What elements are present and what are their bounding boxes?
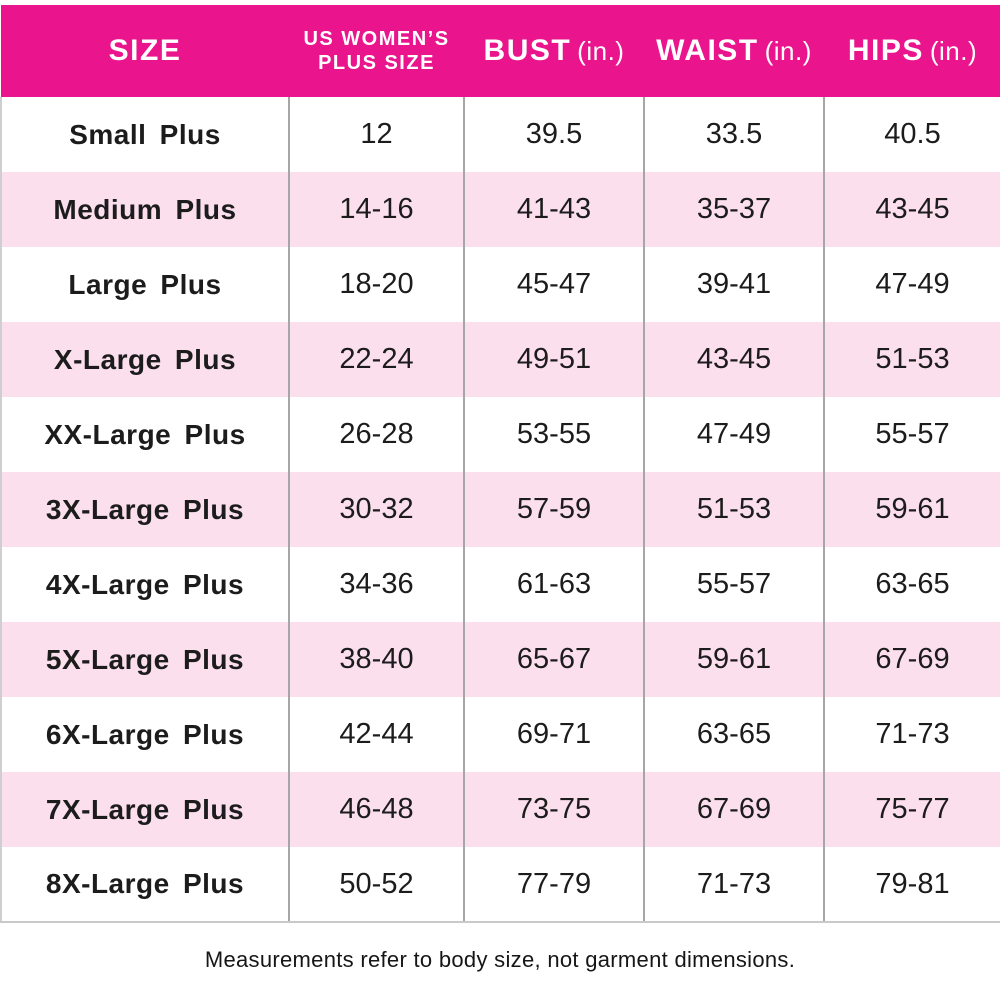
cell-us-plus: 38-40	[288, 622, 464, 697]
cell-size: 6X-Large Plus	[0, 697, 289, 772]
header-waist-label: WAIST	[656, 34, 759, 67]
cell-bust: 49-51	[463, 322, 644, 397]
table-row: 7X-Large Plus 46-48 73-75 67-69 75-77	[0, 772, 1000, 847]
table-row: 3X-Large Plus 30-32 57-59 51-53 59-61	[0, 472, 1000, 547]
cell-hips: 59-61	[823, 472, 1000, 547]
cell-hips: 43-45	[823, 172, 1000, 247]
cell-bust: 69-71	[463, 697, 644, 772]
cell-size: X-Large Plus	[0, 322, 289, 397]
table-row: Large Plus 18-20 45-47 39-41 47-49	[0, 247, 1000, 322]
header-bust-label: BUST	[483, 34, 572, 67]
header-row: SIZE US WOMEN’S PLUS SIZE BUST (in.) WAI…	[1, 5, 1000, 97]
cell-us-plus: 14-16	[288, 172, 464, 247]
cell-us-plus: 30-32	[288, 472, 464, 547]
table-row: XX-Large Plus 26-28 53-55 47-49 55-57	[0, 397, 1000, 472]
cell-us-plus: 46-48	[288, 772, 464, 847]
cell-us-plus: 18-20	[288, 247, 464, 322]
header-hips: HIPS (in.)	[824, 5, 1000, 97]
cell-size: 5X-Large Plus	[0, 622, 289, 697]
cell-size: Small Plus	[0, 97, 289, 172]
cell-waist: 43-45	[643, 322, 824, 397]
cell-bust: 61-63	[463, 547, 644, 622]
cell-hips: 51-53	[823, 322, 1000, 397]
cell-waist: 33.5	[643, 97, 824, 172]
header-bust-unit: (in.)	[577, 36, 625, 66]
cell-bust: 53-55	[463, 397, 644, 472]
cell-hips: 75-77	[823, 772, 1000, 847]
header-us-plus-size: US WOMEN’S PLUS SIZE	[289, 5, 464, 97]
header-hips-unit: (in.)	[929, 36, 978, 66]
header-size: SIZE	[1, 5, 289, 97]
size-chart-table: SIZE US WOMEN’S PLUS SIZE BUST (in.) WAI…	[0, 5, 1000, 923]
cell-hips: 63-65	[823, 547, 1000, 622]
header-waist-unit: (in.)	[764, 36, 812, 66]
cell-size: XX-Large Plus	[0, 397, 289, 472]
table-row: 5X-Large Plus 38-40 65-67 59-61 67-69	[0, 622, 1000, 697]
header-us-plus-line2: PLUS SIZE	[318, 52, 435, 74]
cell-waist: 71-73	[643, 847, 824, 923]
table-header: SIZE US WOMEN’S PLUS SIZE BUST (in.) WAI…	[1, 5, 1000, 97]
table-row: Medium Plus 14-16 41-43 35-37 43-45	[0, 172, 1000, 247]
header-size-label: SIZE	[108, 34, 182, 67]
header-waist: WAIST (in.)	[644, 5, 824, 97]
cell-bust: 41-43	[463, 172, 644, 247]
cell-us-plus: 42-44	[288, 697, 464, 772]
cell-size: Medium Plus	[0, 172, 289, 247]
measurement-disclaimer: Measurements refer to body size, not gar…	[204, 946, 796, 972]
cell-size: 7X-Large Plus	[0, 772, 289, 847]
cell-waist: 39-41	[643, 247, 824, 322]
table-row: X-Large Plus 22-24 49-51 43-45 51-53	[0, 322, 1000, 397]
cell-us-plus: 26-28	[288, 397, 464, 472]
cell-waist: 63-65	[643, 697, 824, 772]
cell-waist: 67-69	[643, 772, 824, 847]
cell-us-plus: 22-24	[288, 322, 464, 397]
header-us-plus-line1: US WOMEN’S	[303, 28, 450, 50]
cell-bust: 65-67	[463, 622, 644, 697]
cell-hips: 67-69	[823, 622, 1000, 697]
cell-bust: 57-59	[463, 472, 644, 547]
cell-hips: 71-73	[823, 697, 1000, 772]
cell-hips: 47-49	[823, 247, 1000, 322]
cell-us-plus: 12	[288, 97, 464, 172]
table-row: Small Plus 12 39.5 33.5 40.5	[0, 97, 1000, 172]
cell-us-plus: 50-52	[288, 847, 464, 923]
cell-bust: 73-75	[463, 772, 644, 847]
table-row: 8X-Large Plus 50-52 77-79 71-73 79-81	[0, 847, 1000, 923]
cell-size: 3X-Large Plus	[0, 472, 289, 547]
cell-hips: 40.5	[823, 97, 1000, 172]
cell-size: 4X-Large Plus	[0, 547, 289, 622]
table-row: 4X-Large Plus 34-36 61-63 55-57 63-65	[0, 547, 1000, 622]
cell-waist: 47-49	[643, 397, 824, 472]
cell-waist: 51-53	[643, 472, 824, 547]
cell-size: 8X-Large Plus	[0, 847, 289, 923]
header-bust: BUST (in.)	[464, 5, 644, 97]
cell-size: Large Plus	[0, 247, 289, 322]
cell-waist: 35-37	[643, 172, 824, 247]
cell-waist: 59-61	[643, 622, 824, 697]
cell-us-plus: 34-36	[288, 547, 464, 622]
cell-bust: 77-79	[463, 847, 644, 923]
table-body: Small Plus 12 39.5 33.5 40.5 Medium Plus…	[0, 97, 1000, 923]
cell-waist: 55-57	[643, 547, 824, 622]
cell-bust: 39.5	[463, 97, 644, 172]
cell-hips: 79-81	[823, 847, 1000, 923]
cell-hips: 55-57	[823, 397, 1000, 472]
cell-bust: 45-47	[463, 247, 644, 322]
table-row: 6X-Large Plus 42-44 69-71 63-65 71-73	[0, 697, 1000, 772]
header-hips-label: HIPS	[847, 34, 924, 67]
